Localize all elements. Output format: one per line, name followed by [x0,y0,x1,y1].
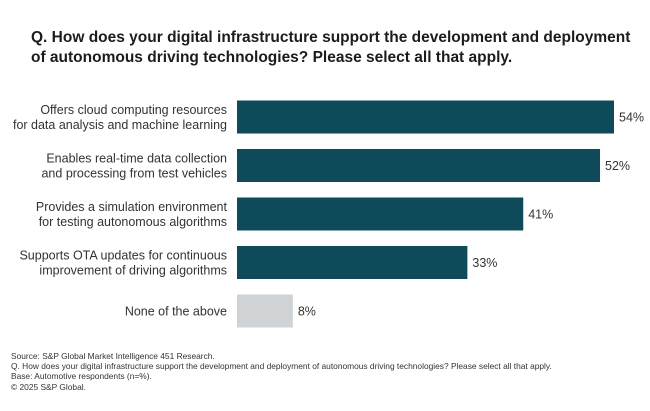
bar [237,294,293,328]
category-label: Supports OTA updates for continuous impro… [19,249,227,278]
value-label: 33% [472,256,497,270]
footer-base: Base: Automotive respondents (n=%). [11,371,152,382]
category-label: Enables real-time data collection and pro… [41,152,227,181]
bar [237,149,601,182]
bar [237,100,614,134]
bar [237,246,468,279]
footer-question: Q. How does your digital infrastructure … [11,361,552,372]
value-label: 41% [528,208,553,222]
footer-copyright: © 2025 S&P Global. [11,381,86,392]
value-label: 54% [619,111,644,125]
chart-footer: Source: S&P Global Market Intelligence 4… [11,351,641,392]
chart-title: Q. How does your digital infrastructure … [31,29,631,66]
footer-source: Source: S&P Global Market Intelligence 4… [11,351,215,361]
category-label: Provides a simulation environment for tes… [36,200,228,229]
category-label: Offers cloud computing resources for data… [13,103,227,132]
bar [237,197,524,231]
value-label: 8% [298,305,316,319]
value-label: 52% [605,159,630,173]
category-label: None of the above [125,305,227,319]
